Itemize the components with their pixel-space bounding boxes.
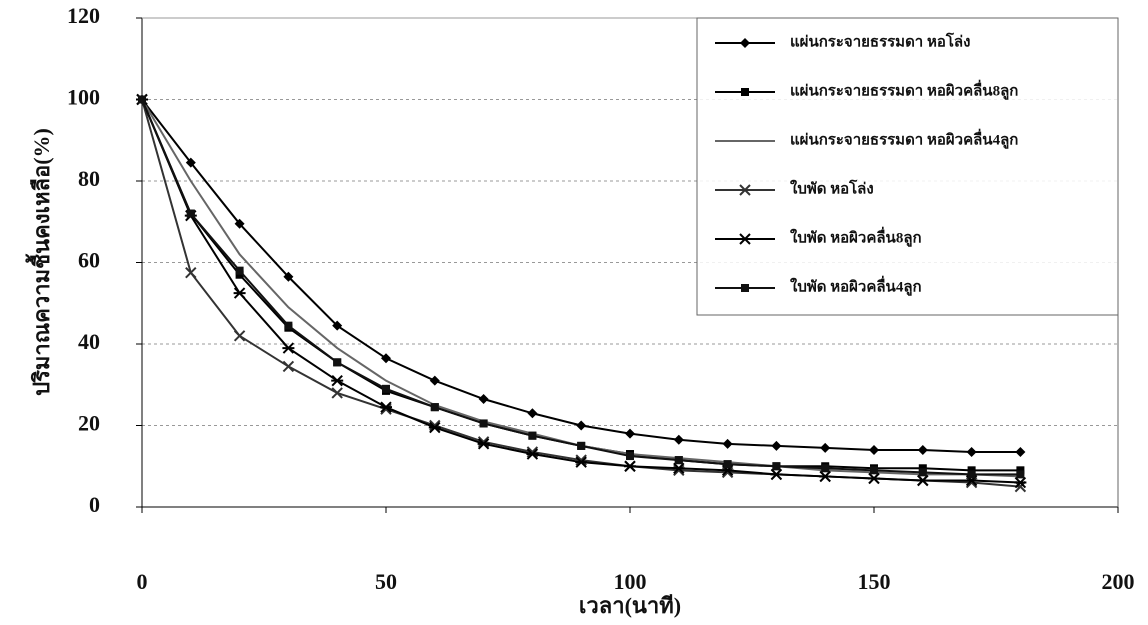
legend-marker xyxy=(741,88,749,96)
marker xyxy=(723,439,733,449)
x-tick-label: 100 xyxy=(614,569,647,594)
marker xyxy=(527,408,537,418)
y-tick-label: 0 xyxy=(89,492,100,517)
marker xyxy=(282,343,294,353)
marker xyxy=(576,421,586,431)
y-tick-label: 40 xyxy=(78,329,100,354)
marker xyxy=(821,464,829,472)
legend-label: แผ่นกระจายธรรมดา หอผิวคลื่น4ลูก xyxy=(790,128,1018,149)
marker xyxy=(332,388,342,398)
marker xyxy=(673,463,685,473)
marker xyxy=(480,419,488,427)
marker xyxy=(819,471,831,481)
marker xyxy=(674,435,684,445)
x-tick-label: 0 xyxy=(137,569,148,594)
marker xyxy=(626,452,634,460)
marker xyxy=(575,457,587,467)
y-axis-label: ปริมาณความชื้นคงเหลือ(%) xyxy=(25,128,54,396)
marker xyxy=(429,423,441,433)
marker xyxy=(526,449,538,459)
marker xyxy=(431,403,439,411)
marker xyxy=(772,462,780,470)
marker xyxy=(528,432,536,440)
x-tick-label: 50 xyxy=(375,569,397,594)
marker xyxy=(869,445,879,455)
page: ปริมาณความชื้นคงเหลือ(%) เวลา(นาที) 0 20 4… xyxy=(0,0,1148,625)
marker xyxy=(770,469,782,479)
marker xyxy=(1016,470,1024,478)
legend-label: ใบพัด หอผิวคลื่น8ลูก xyxy=(790,226,922,247)
marker xyxy=(919,468,927,476)
y-tick-label: 20 xyxy=(78,411,100,436)
x-tick-label: 150 xyxy=(858,569,891,594)
marker xyxy=(331,376,343,386)
marker xyxy=(479,394,489,404)
legend-marker xyxy=(741,284,749,292)
marker xyxy=(382,385,390,393)
y-tick-label: 80 xyxy=(78,166,100,191)
marker xyxy=(235,331,245,341)
marker xyxy=(870,466,878,474)
marker xyxy=(430,376,440,386)
legend-label: ใบพัด หอโล่ง xyxy=(790,178,874,197)
legend-label: ใบพัด หอผิวคลื่น4ลูก xyxy=(790,275,922,296)
marker xyxy=(187,210,195,218)
marker xyxy=(820,443,830,453)
x-tick-label: 200 xyxy=(1102,569,1135,594)
marker xyxy=(380,402,392,412)
marker xyxy=(918,445,928,455)
x-axis-label: เวลา(นาที) xyxy=(579,593,681,618)
marker xyxy=(967,447,977,457)
marker xyxy=(624,461,636,471)
chart: ปริมาณความชื้นคงเหลือ(%) เวลา(นาที) 0 20 4… xyxy=(0,0,1148,625)
y-tick-label: 120 xyxy=(67,3,100,28)
marker xyxy=(771,441,781,451)
marker xyxy=(625,429,635,439)
marker xyxy=(724,460,732,468)
marker xyxy=(333,358,341,366)
y-tick-label: 100 xyxy=(67,85,100,110)
marker xyxy=(1015,447,1025,457)
marker xyxy=(138,96,146,104)
y-tick-label: 60 xyxy=(78,248,100,273)
marker xyxy=(868,473,880,483)
marker xyxy=(968,470,976,478)
marker xyxy=(478,439,490,449)
marker xyxy=(236,267,244,275)
marker xyxy=(917,476,929,486)
marker xyxy=(675,456,683,464)
marker xyxy=(234,288,246,298)
marker xyxy=(577,442,585,450)
legend-label: แผ่นกระจายธรรมดา หอโล่ง xyxy=(790,31,970,50)
marker xyxy=(284,322,292,330)
marker xyxy=(283,361,293,371)
legend-box xyxy=(697,18,1118,315)
legend-label: แผ่นกระจายธรรมดา หอผิวคลื่น8ลูก xyxy=(790,79,1018,100)
